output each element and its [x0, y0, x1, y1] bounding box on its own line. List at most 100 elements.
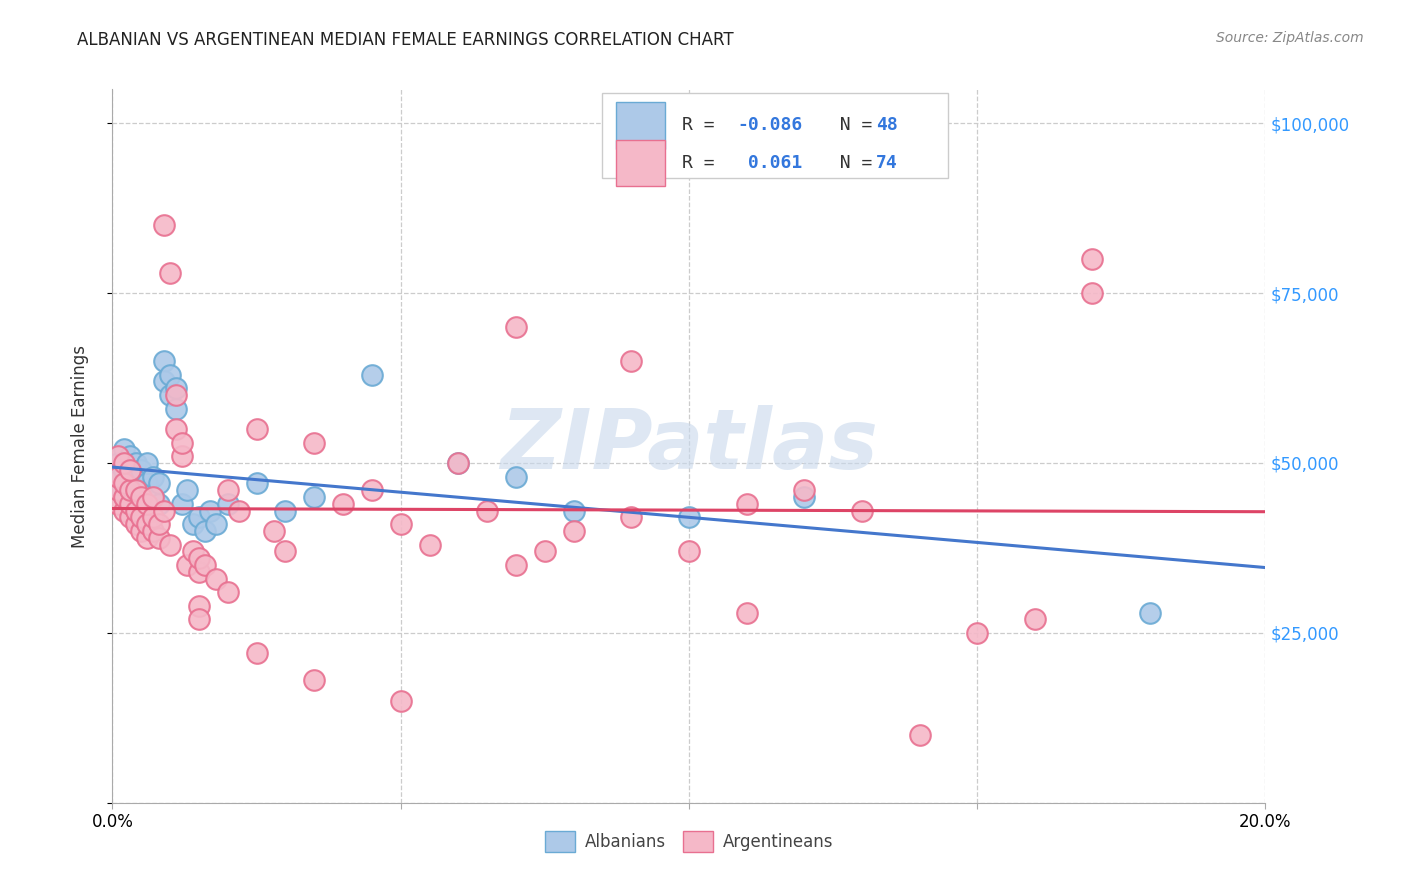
- Point: [793, 483, 815, 498]
- Point: [129, 463, 153, 477]
- Point: [194, 524, 217, 538]
- Point: [159, 266, 181, 280]
- Point: [112, 490, 135, 504]
- Point: [475, 503, 499, 517]
- Point: [118, 449, 141, 463]
- Point: [360, 368, 382, 382]
- Point: [620, 510, 643, 524]
- Point: [304, 673, 326, 688]
- Point: [181, 517, 204, 532]
- FancyBboxPatch shape: [616, 102, 665, 148]
- Point: [188, 599, 211, 613]
- Point: [165, 388, 187, 402]
- Text: N =: N =: [818, 116, 883, 135]
- Point: [170, 449, 193, 463]
- Point: [148, 531, 170, 545]
- Point: [112, 503, 135, 517]
- Point: [148, 497, 170, 511]
- Point: [1139, 606, 1161, 620]
- Point: [188, 612, 211, 626]
- Text: Source: ZipAtlas.com: Source: ZipAtlas.com: [1216, 31, 1364, 45]
- Point: [505, 558, 527, 572]
- Point: [217, 585, 239, 599]
- Point: [389, 694, 412, 708]
- Point: [136, 497, 159, 511]
- Point: [118, 497, 141, 511]
- Point: [188, 510, 211, 524]
- Text: ALBANIAN VS ARGENTINEAN MEDIAN FEMALE EARNINGS CORRELATION CHART: ALBANIAN VS ARGENTINEAN MEDIAN FEMALE EA…: [77, 31, 734, 49]
- Point: [107, 497, 129, 511]
- Text: N =: N =: [818, 154, 883, 172]
- Point: [118, 469, 141, 483]
- Point: [142, 469, 165, 483]
- Point: [205, 517, 228, 532]
- Text: R =: R =: [682, 116, 725, 135]
- Text: -0.086: -0.086: [737, 116, 803, 135]
- Point: [118, 510, 141, 524]
- Point: [112, 442, 135, 457]
- Point: [136, 497, 159, 511]
- Point: [170, 435, 193, 450]
- Point: [153, 375, 176, 389]
- Point: [562, 503, 585, 517]
- Point: [129, 510, 153, 524]
- Point: [118, 483, 141, 498]
- Point: [124, 490, 146, 504]
- Point: [112, 463, 135, 477]
- Point: [851, 503, 873, 517]
- Point: [107, 469, 129, 483]
- Legend: Albanians, Argentineans: Albanians, Argentineans: [538, 824, 839, 859]
- Point: [142, 490, 165, 504]
- Point: [332, 497, 354, 511]
- Point: [165, 401, 187, 416]
- Point: [112, 476, 135, 491]
- Point: [129, 503, 153, 517]
- Point: [274, 503, 297, 517]
- Point: [360, 483, 382, 498]
- Point: [107, 449, 129, 463]
- Point: [188, 565, 211, 579]
- Point: [153, 503, 176, 517]
- Point: [274, 544, 297, 558]
- Point: [107, 456, 129, 470]
- Point: [148, 476, 170, 491]
- Point: [1024, 612, 1046, 626]
- Point: [176, 483, 198, 498]
- Point: [142, 524, 165, 538]
- Point: [124, 517, 146, 532]
- Point: [1081, 286, 1104, 301]
- Point: [165, 422, 187, 436]
- Text: ZIPatlas: ZIPatlas: [501, 406, 877, 486]
- Text: R =: R =: [682, 154, 725, 172]
- Point: [228, 503, 250, 517]
- Point: [620, 354, 643, 368]
- Point: [112, 476, 135, 491]
- Point: [246, 422, 269, 436]
- Point: [124, 476, 146, 491]
- Y-axis label: Median Female Earnings: Median Female Earnings: [70, 344, 89, 548]
- Text: 0.061: 0.061: [737, 154, 803, 172]
- Point: [142, 510, 165, 524]
- FancyBboxPatch shape: [603, 93, 949, 178]
- Point: [908, 728, 931, 742]
- Point: [1081, 252, 1104, 266]
- Point: [505, 469, 527, 483]
- Point: [118, 497, 141, 511]
- Point: [447, 456, 470, 470]
- Point: [129, 490, 153, 504]
- Point: [205, 572, 228, 586]
- Point: [118, 483, 141, 498]
- Point: [112, 490, 135, 504]
- Point: [735, 606, 758, 620]
- Point: [136, 476, 159, 491]
- Point: [447, 456, 470, 470]
- Point: [165, 381, 187, 395]
- Point: [136, 517, 159, 532]
- Point: [966, 626, 988, 640]
- Point: [419, 537, 441, 551]
- Point: [107, 483, 129, 498]
- Point: [159, 388, 181, 402]
- Point: [217, 483, 239, 498]
- Point: [304, 490, 326, 504]
- FancyBboxPatch shape: [616, 140, 665, 186]
